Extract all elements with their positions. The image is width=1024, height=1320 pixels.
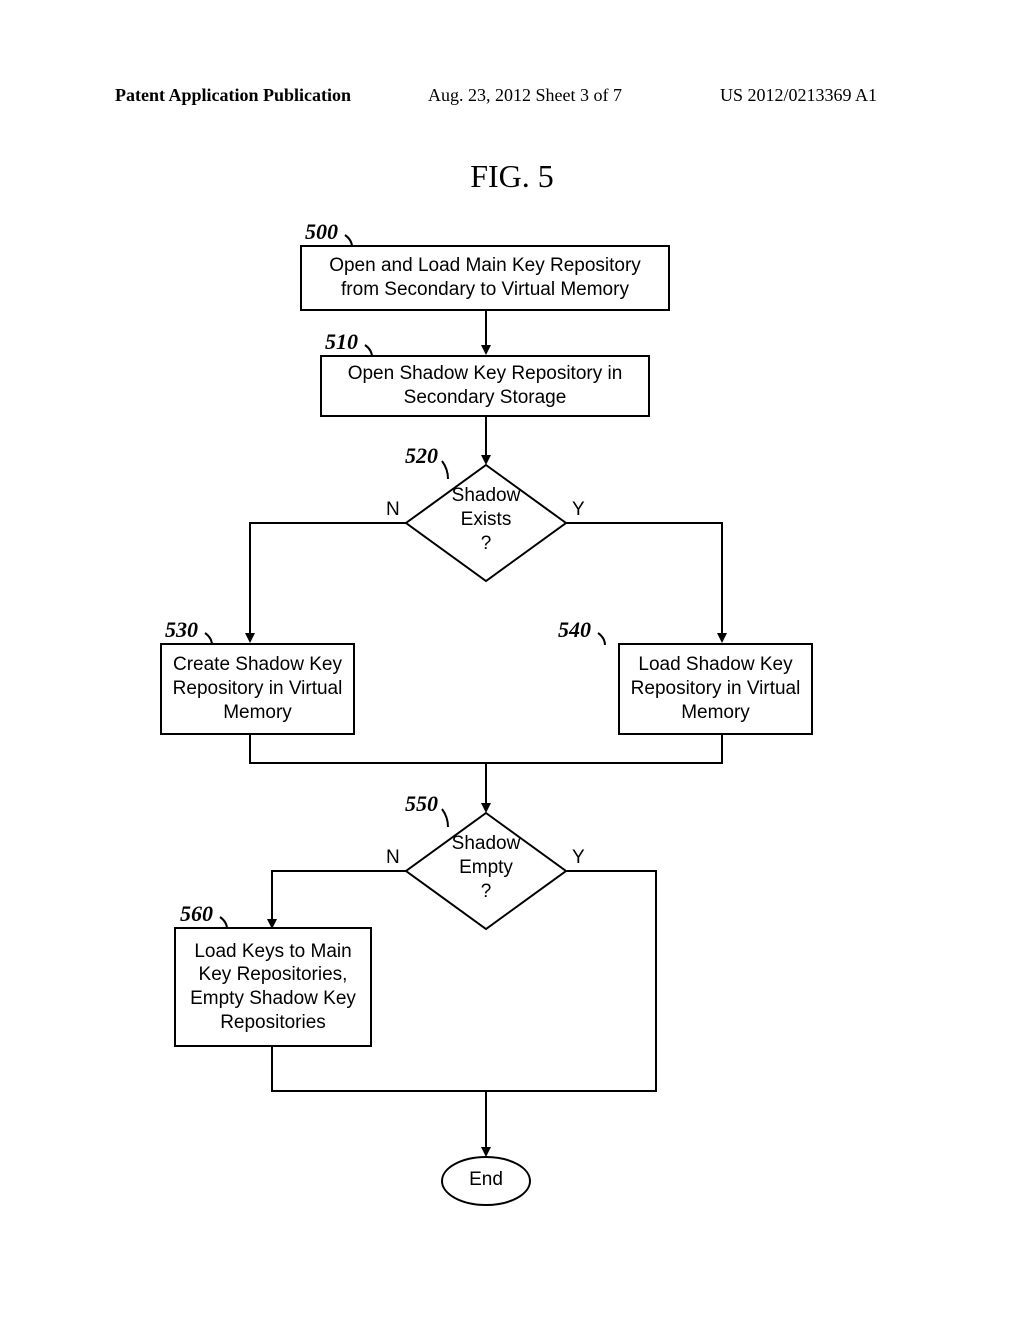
arrow-500-510 [480, 311, 492, 355]
ref-550-hook [428, 809, 452, 833]
ref-520-hook [428, 461, 452, 485]
step-540-text: Load Shadow Key Repository in Virtual Me… [626, 653, 805, 724]
ref-540: 540 [558, 617, 591, 643]
step-500-text: Open and Load Main Key Repository from S… [308, 254, 662, 302]
step-510-text: Open Shadow Key Repository in Secondary … [328, 362, 642, 410]
step-540: Load Shadow Key Repository in Virtual Me… [618, 643, 813, 735]
decision-520-line2: Exists [404, 509, 568, 531]
arrow-560-end [272, 1047, 492, 1159]
step-530: Create Shadow Key Repository in Virtual … [160, 643, 355, 735]
label-550-y: Y [572, 847, 585, 869]
header-mid: Aug. 23, 2012 Sheet 3 of 7 [428, 85, 622, 106]
label-550-n: N [386, 847, 400, 869]
step-560: Load Keys to Main Key Repositories, Empt… [174, 927, 372, 1047]
ref-530-hook [200, 633, 220, 653]
arrow-merge-550 [250, 735, 730, 815]
decision-550-line1: Shadow [404, 833, 568, 855]
arrow-510-520 [480, 417, 492, 465]
ref-510: 510 [325, 329, 358, 355]
ref-560-hook [215, 917, 235, 937]
ref-510-hook [360, 345, 380, 365]
arrow-520-530 [250, 523, 410, 645]
label-520-y: Y [572, 499, 585, 521]
step-560-text: Load Keys to Main Key Repositories, Empt… [182, 940, 364, 1035]
header-left: Patent Application Publication [115, 85, 351, 106]
label-520-n: N [386, 499, 400, 521]
figure-title: FIG. 5 [0, 158, 1024, 195]
ref-560: 560 [180, 901, 213, 927]
decision-520-line1: Shadow [404, 485, 568, 507]
step-530-text: Create Shadow Key Repository in Virtual … [168, 653, 347, 724]
ref-500-hook [340, 235, 360, 255]
arrow-550-560 [272, 871, 408, 931]
flowchart: Open and Load Main Key Repository from S… [190, 225, 830, 1235]
ref-500: 500 [305, 219, 338, 245]
ref-530: 530 [165, 617, 198, 643]
header-right: US 2012/0213369 A1 [720, 85, 877, 106]
end-text: End [440, 1169, 532, 1191]
decision-520-line3: ? [404, 533, 568, 555]
ref-540-hook [593, 633, 613, 653]
arrow-550-end [486, 871, 661, 1139]
